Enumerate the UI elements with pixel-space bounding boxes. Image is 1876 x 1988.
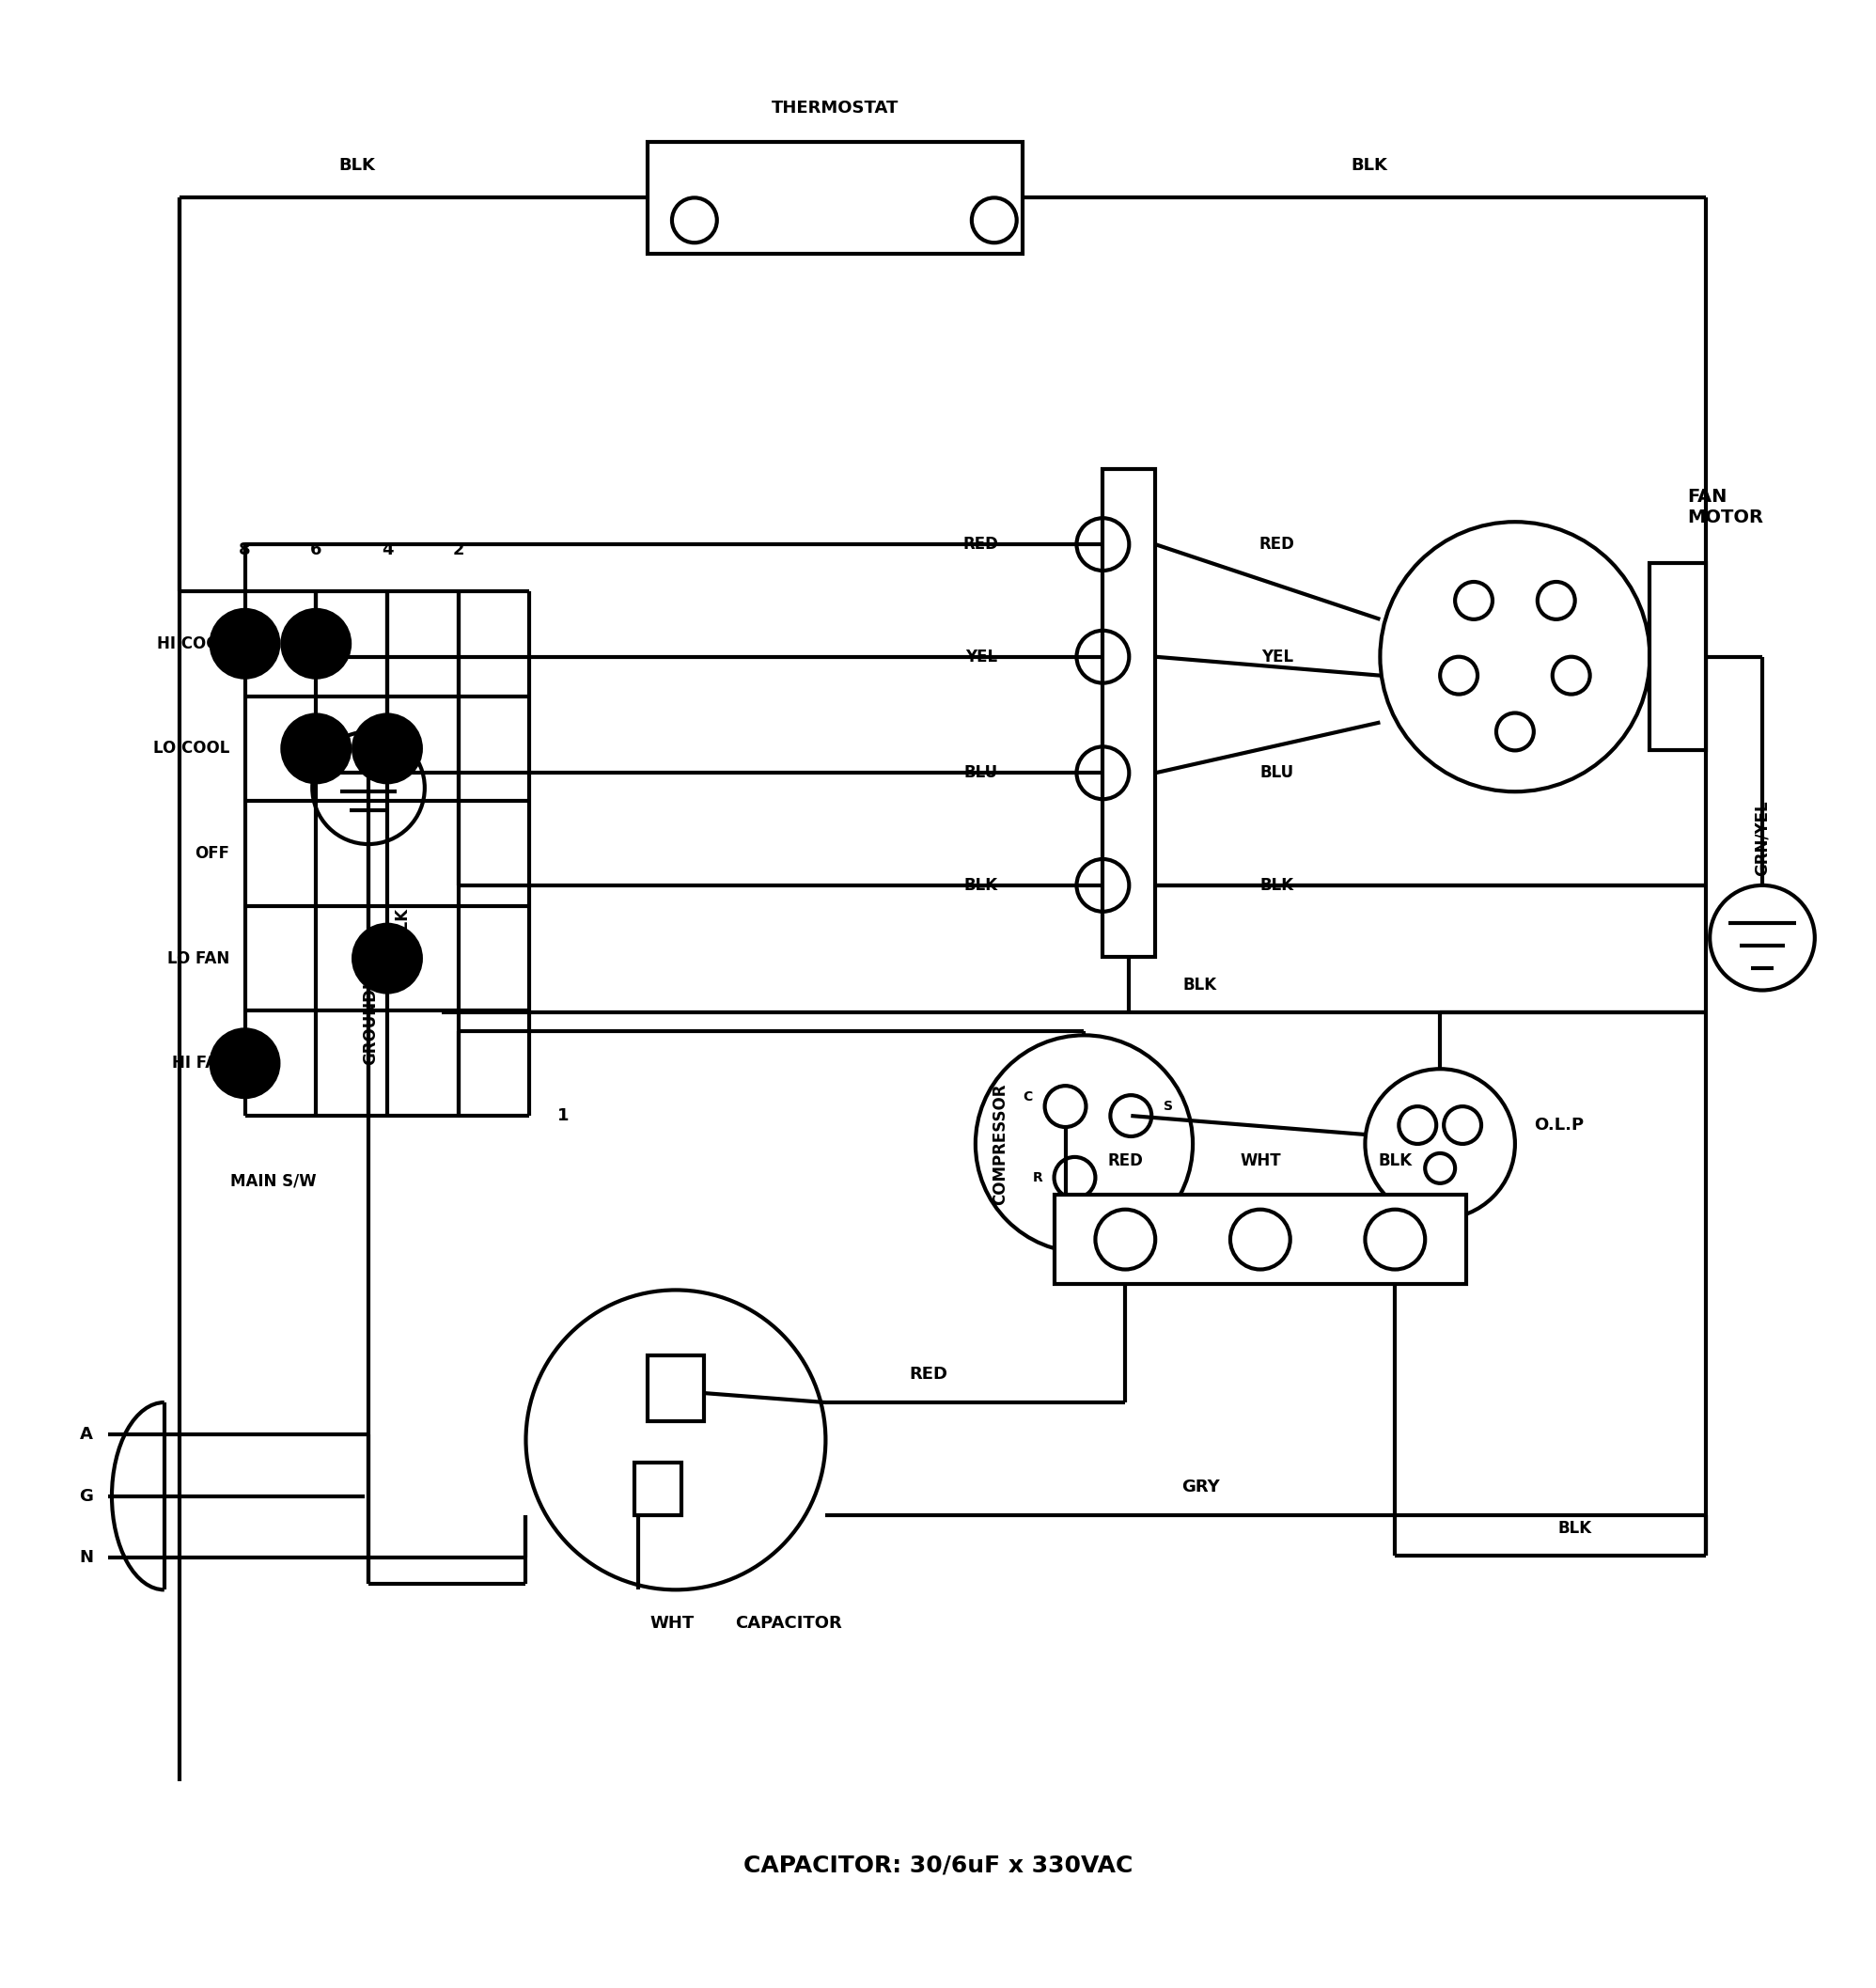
Text: BLK: BLK <box>1557 1519 1593 1537</box>
Text: YEL: YEL <box>964 648 998 666</box>
Text: HI COOL: HI COOL <box>158 636 231 652</box>
Text: O.L.P: O.L.P <box>1535 1117 1583 1133</box>
Text: GRY: GRY <box>1182 1479 1219 1495</box>
Text: BLU: BLU <box>1261 765 1294 781</box>
Text: CAPACITOR: CAPACITOR <box>735 1614 842 1632</box>
Text: MAIN S/W: MAIN S/W <box>231 1173 315 1189</box>
Text: OFF: OFF <box>195 845 231 863</box>
Text: R: R <box>1032 1171 1043 1185</box>
Text: HI FAN: HI FAN <box>171 1056 231 1072</box>
Text: 1: 1 <box>557 1107 568 1125</box>
Bar <box>1054 1195 1467 1284</box>
Text: LO COOL: LO COOL <box>154 740 231 757</box>
Text: 4: 4 <box>381 541 394 559</box>
Bar <box>647 1356 704 1421</box>
Text: LO FAN: LO FAN <box>167 950 231 966</box>
Text: RED: RED <box>962 537 998 553</box>
Text: BLK: BLK <box>1351 157 1386 175</box>
Text: COMPRESSOR: COMPRESSOR <box>991 1083 1007 1205</box>
Text: N: N <box>79 1549 94 1567</box>
Text: YEL: YEL <box>1261 648 1293 666</box>
Text: RED: RED <box>910 1366 947 1384</box>
Circle shape <box>281 610 349 678</box>
Bar <box>634 1463 681 1515</box>
Bar <box>1649 563 1705 749</box>
Text: RED: RED <box>1259 537 1294 553</box>
Text: CAPACITOR: 30/6uF x 330VAC: CAPACITOR: 30/6uF x 330VAC <box>743 1855 1133 1877</box>
Text: BLK: BLK <box>1184 976 1218 994</box>
Text: 8: 8 <box>238 541 251 559</box>
Text: BLK: BLK <box>1261 877 1294 895</box>
Text: GRN/YEL: GRN/YEL <box>1754 801 1771 877</box>
Text: S: S <box>1163 1099 1172 1113</box>
Text: BLK: BLK <box>394 907 411 940</box>
Text: THERMOSTAT: THERMOSTAT <box>771 99 899 115</box>
Text: FAN
MOTOR: FAN MOTOR <box>1687 487 1763 527</box>
Circle shape <box>353 716 420 783</box>
Text: 2: 2 <box>452 541 463 559</box>
Text: WHT: WHT <box>1240 1153 1281 1169</box>
Text: RED: RED <box>1107 1153 1142 1169</box>
Text: 6: 6 <box>310 541 323 559</box>
Text: BLK: BLK <box>1379 1153 1413 1169</box>
Bar <box>647 141 1022 254</box>
Circle shape <box>281 716 349 783</box>
Circle shape <box>212 1030 278 1097</box>
Circle shape <box>353 924 420 992</box>
Text: GROUNDING: GROUNDING <box>362 956 379 1066</box>
Text: BLU: BLU <box>964 765 998 781</box>
Text: BLK: BLK <box>340 157 375 175</box>
Circle shape <box>212 610 278 678</box>
Text: WHT: WHT <box>649 1614 694 1632</box>
Text: A: A <box>81 1425 94 1443</box>
Text: C: C <box>1022 1091 1034 1103</box>
Text: BLK: BLK <box>964 877 998 895</box>
Text: G: G <box>79 1487 94 1505</box>
Bar <box>1103 469 1156 956</box>
